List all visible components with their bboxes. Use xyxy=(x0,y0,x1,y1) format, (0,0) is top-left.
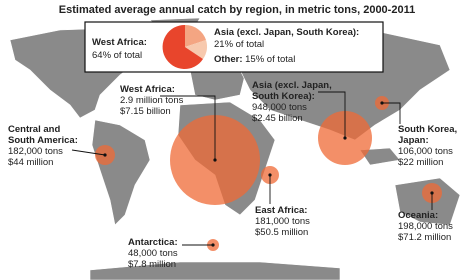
region-detail: 181,000 tons xyxy=(255,216,310,227)
legend-share: 15% of total xyxy=(245,54,295,65)
region-detail: 48,000 tons xyxy=(128,248,178,259)
region-name: Central and xyxy=(8,124,60,135)
region-detail: 2.9 million tons xyxy=(120,95,184,106)
region-detail: $44 million xyxy=(8,157,53,168)
region-name: South America: xyxy=(8,135,78,146)
region-name: Japan: xyxy=(398,135,429,146)
legend-name: Other: xyxy=(214,54,243,65)
region-detail: $71.2 million xyxy=(398,232,451,243)
region-detail: $7.8 million xyxy=(128,259,176,270)
legend-item: Other: 15% of total xyxy=(214,54,295,65)
region-detail: $22 million xyxy=(398,157,443,168)
leaders xyxy=(71,91,434,247)
region-detail: $50.5 million xyxy=(255,227,308,238)
legend-name: Asia (excl. Japan, South Korea): xyxy=(214,27,359,38)
legend-share: 21% of total xyxy=(214,39,264,50)
legend: West Africa: 64% of total Asia (excl. Ja… xyxy=(84,21,384,73)
region-name: Oceania: xyxy=(398,210,438,221)
region-name: South Korea): xyxy=(252,91,315,102)
region-name: Asia (excl. Japan, xyxy=(252,80,332,91)
region-detail: $7.15 billion xyxy=(120,106,171,117)
region-detail: $2.45 billion xyxy=(252,113,303,124)
title: Estimated average annual catch by region… xyxy=(59,4,415,16)
region-name: West Africa: xyxy=(120,84,175,95)
legend-share: 64% of total xyxy=(92,50,142,61)
region-name: Antarctica: xyxy=(128,237,178,248)
region-detail: 948,000 tons xyxy=(252,102,307,113)
region-detail: 198,000 tons xyxy=(398,221,453,232)
region-detail: 106,000 tons xyxy=(398,146,453,157)
region-labels: West Africa:2.9 million tons$7.15 billio… xyxy=(8,80,457,270)
region-name: East Africa: xyxy=(255,205,307,216)
region-name: South Korea, xyxy=(398,124,457,135)
region-detail: 182,000 tons xyxy=(8,146,63,157)
legend-name: West Africa: xyxy=(92,37,147,48)
